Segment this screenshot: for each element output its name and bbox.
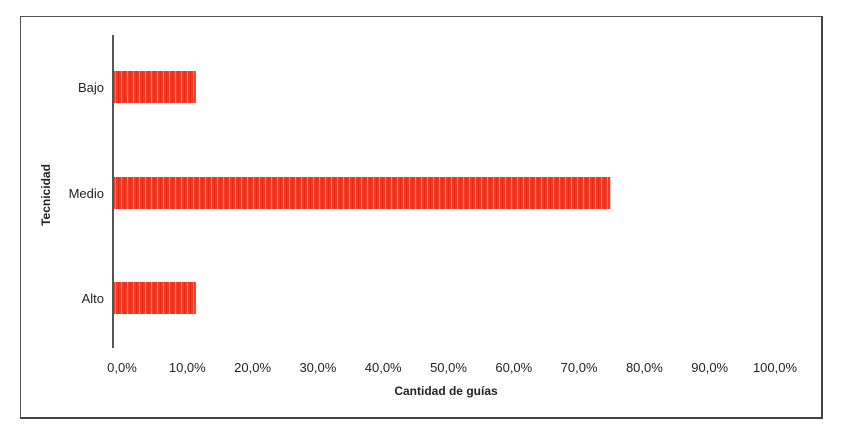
x-tick-label: 20,0% <box>234 360 271 375</box>
x-tick-label: 50,0% <box>430 360 467 375</box>
x-axis-label: Cantidad de guías <box>394 384 498 398</box>
x-tick-label: 100,0% <box>753 360 798 375</box>
x-tick-label: 90,0% <box>691 360 728 375</box>
bar-alto <box>113 282 196 314</box>
x-tick-label: 70,0% <box>561 360 598 375</box>
x-tick-label: 60,0% <box>495 360 532 375</box>
chart-frame <box>20 16 823 419</box>
x-tick-label: 40,0% <box>365 360 402 375</box>
x-tick-label: 30,0% <box>299 360 336 375</box>
y-axis-label: Tecnicidad <box>39 164 53 226</box>
x-tick-label: 80,0% <box>626 360 663 375</box>
bar-medio <box>113 177 611 209</box>
category-label: Medio <box>69 186 104 201</box>
bar-bajo <box>113 71 196 103</box>
category-label: Alto <box>82 291 104 306</box>
x-tick-label: 10,0% <box>169 360 206 375</box>
x-tick-label: 0,0% <box>107 360 137 375</box>
category-label: Bajo <box>78 80 104 95</box>
